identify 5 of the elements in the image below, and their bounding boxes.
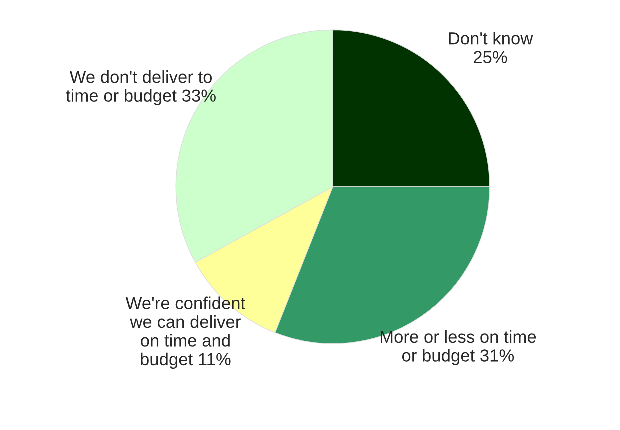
data-label: 25% (474, 51, 508, 64)
slice-label: We don't deliver to time or budget 33% (66, 70, 216, 106)
slice-label: We're confident we can deliver on time and budget 11% (126, 296, 246, 370)
slice-label: Don't know (449, 32, 534, 45)
slice-label: More or less on time or budget 31% (380, 330, 536, 366)
